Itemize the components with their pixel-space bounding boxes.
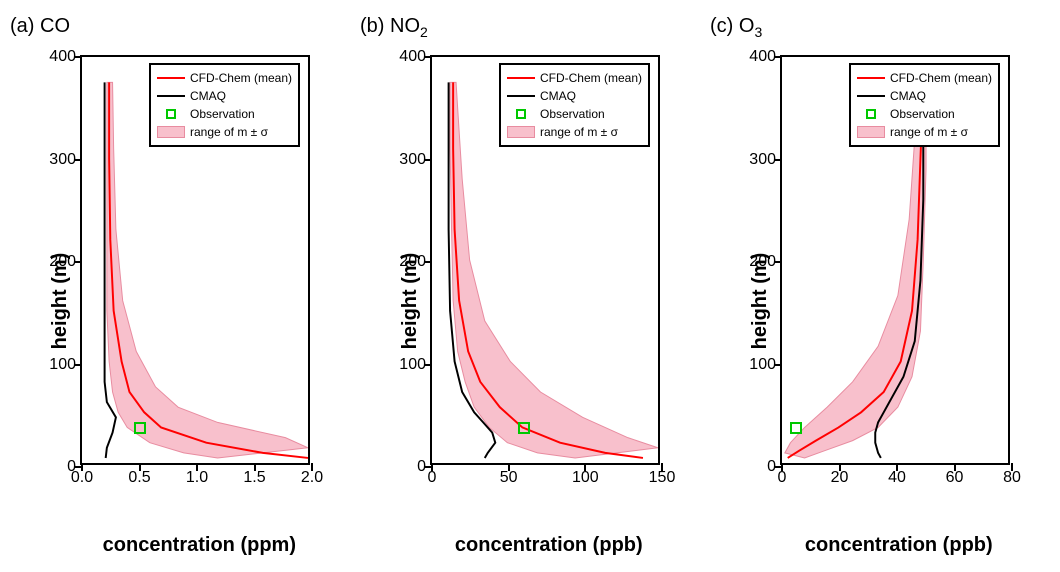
- panel-sub: 3: [754, 24, 762, 40]
- legend-label-cfd: CFD-Chem (mean): [890, 71, 992, 85]
- legend-swatch-band: [507, 126, 535, 138]
- panel-no2: (b) NO2 0100200300400050100150CFD-Chem (…: [360, 15, 700, 557]
- y-axis-label: height (m): [749, 253, 772, 350]
- plot-frame-co: 01002003004000.00.51.01.52.0CFD-Chem (me…: [80, 55, 310, 465]
- y-tick-label: 100: [749, 356, 776, 374]
- x-tick-label: 100: [572, 469, 599, 487]
- x-tick-label: 0: [428, 469, 437, 487]
- panel-label-no2: (b) NO2: [360, 15, 700, 40]
- y-tick-label: 0: [767, 458, 776, 476]
- legend: CFD-Chem (mean) CMAQ Observation range of m…: [499, 63, 650, 147]
- plot-frame-no2: 0100200300400050100150CFD-Chem (mean)CMA…: [430, 55, 660, 465]
- x-axis-label: concentration (ppb): [805, 534, 993, 557]
- y-tick-label: 300: [399, 151, 426, 169]
- legend-row-band: range of m ± σ: [857, 123, 992, 141]
- y-tick-label: 100: [399, 356, 426, 374]
- legend-row-cfd: CFD-Chem (mean): [857, 69, 992, 87]
- x-tick-label: 40: [888, 469, 906, 487]
- observation-marker: [134, 422, 146, 434]
- legend-row-cfd: CFD-Chem (mean): [157, 69, 292, 87]
- legend-swatch-cfd: [507, 72, 535, 84]
- panel-species: NO: [390, 15, 420, 37]
- observation-marker: [518, 422, 530, 434]
- legend: CFD-Chem (mean) CMAQ Observation range of m…: [149, 63, 300, 147]
- x-tick-label: 80: [1003, 469, 1021, 487]
- x-axis-label: concentration (ppb): [455, 534, 643, 557]
- legend-swatch-obs: [857, 108, 885, 120]
- legend-label-obs: Observation: [890, 107, 955, 121]
- legend-row-obs: Observation: [157, 105, 292, 123]
- x-tick-label: 0.5: [128, 469, 150, 487]
- plot-frame-o3: 0100200300400020406080CFD-Chem (mean)CMA…: [780, 55, 1010, 465]
- y-tick-label: 400: [399, 48, 426, 66]
- x-tick-label: 20: [831, 469, 849, 487]
- x-tick-label: 0.0: [71, 469, 93, 487]
- panel-prefix: (c): [710, 15, 733, 37]
- legend-label-cfd: CFD-Chem (mean): [540, 71, 642, 85]
- x-axis-label: concentration (ppm): [103, 534, 296, 557]
- legend-swatch-cfd: [857, 72, 885, 84]
- legend-label-cfd: CFD-Chem (mean): [190, 71, 292, 85]
- legend-label-cmaq: CMAQ: [540, 89, 576, 103]
- legend-label-band: range of m ± σ: [540, 125, 618, 139]
- legend-row-obs: Observation: [507, 105, 642, 123]
- legend-swatch-cmaq: [507, 90, 535, 102]
- legend-label-band: range of m ± σ: [190, 125, 268, 139]
- legend-row-cmaq: CMAQ: [507, 87, 642, 105]
- legend-label-cmaq: CMAQ: [890, 89, 926, 103]
- panel-label-co: (a) CO: [10, 15, 350, 40]
- x-tick-label: 0: [778, 469, 787, 487]
- y-axis-label: height (m): [399, 253, 422, 350]
- panel-species: O: [739, 15, 755, 37]
- legend-swatch-cfd: [157, 72, 185, 84]
- legend-swatch-band: [157, 126, 185, 138]
- plot-wrap-co: 01002003004000.00.51.01.52.0CFD-Chem (me…: [10, 45, 350, 557]
- x-tick-label: 2.0: [301, 469, 323, 487]
- legend-label-cmaq: CMAQ: [190, 89, 226, 103]
- legend-row-band: range of m ± σ: [157, 123, 292, 141]
- y-tick-label: 100: [49, 356, 76, 374]
- panel-label-o3: (c) O3: [710, 15, 1050, 40]
- y-tick-label: 400: [749, 48, 776, 66]
- plot-wrap-no2: 0100200300400050100150CFD-Chem (mean)CMA…: [360, 45, 700, 557]
- x-tick-label: 50: [500, 469, 518, 487]
- plot-wrap-o3: 0100200300400020406080CFD-Chem (mean)CMA…: [710, 45, 1050, 557]
- legend-label-obs: Observation: [540, 107, 605, 121]
- legend-label-obs: Observation: [190, 107, 255, 121]
- legend-swatch-band: [857, 126, 885, 138]
- panel-o3: (c) O3 0100200300400020406080CFD-Chem (m…: [710, 15, 1050, 557]
- panel-species: CO: [40, 15, 70, 37]
- panel-prefix: (b): [360, 15, 384, 37]
- legend-row-obs: Observation: [857, 105, 992, 123]
- observation-marker: [790, 422, 802, 434]
- panel-co: (a) CO 01002003004000.00.51.01.52.0CFD-C…: [10, 15, 350, 557]
- legend-swatch-cmaq: [157, 90, 185, 102]
- panel-prefix: (a): [10, 15, 34, 37]
- legend: CFD-Chem (mean) CMAQ Observation range of m…: [849, 63, 1000, 147]
- x-tick-label: 150: [649, 469, 676, 487]
- panel-sub: 2: [420, 24, 428, 40]
- x-tick-label: 1.0: [186, 469, 208, 487]
- legend-swatch-obs: [507, 108, 535, 120]
- y-tick-label: 0: [417, 458, 426, 476]
- x-tick-label: 1.5: [243, 469, 265, 487]
- x-tick-label: 60: [946, 469, 964, 487]
- y-tick-label: 400: [49, 48, 76, 66]
- y-tick-label: 300: [49, 151, 76, 169]
- legend-row-cmaq: CMAQ: [157, 87, 292, 105]
- y-tick-label: 300: [749, 151, 776, 169]
- legend-row-cmaq: CMAQ: [857, 87, 992, 105]
- y-axis-label: height (m): [49, 253, 72, 350]
- legend-swatch-cmaq: [857, 90, 885, 102]
- legend-label-band: range of m ± σ: [890, 125, 968, 139]
- legend-swatch-obs: [157, 108, 185, 120]
- legend-row-band: range of m ± σ: [507, 123, 642, 141]
- legend-row-cfd: CFD-Chem (mean): [507, 69, 642, 87]
